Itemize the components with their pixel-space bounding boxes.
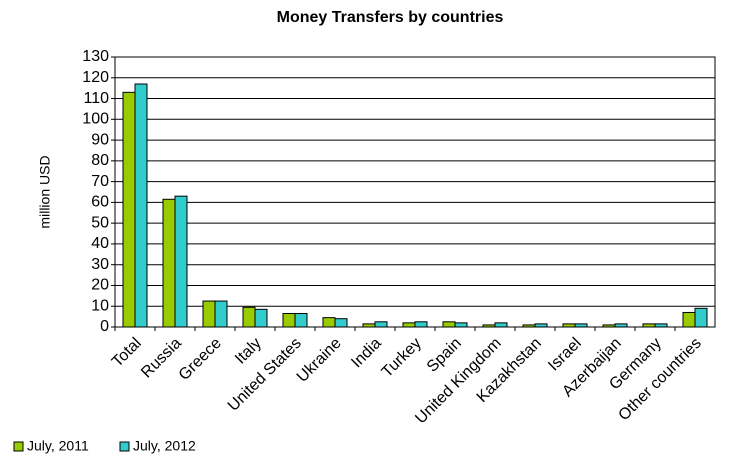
y-tick-label: 110 [83, 90, 109, 107]
y-tick-label: 40 [91, 235, 109, 252]
y-tick-label: 0 [100, 318, 109, 335]
y-tick-label: 50 [91, 214, 109, 231]
x-tick-label: Greece [176, 335, 225, 384]
bar [294, 313, 308, 328]
bar [242, 306, 256, 328]
legend-label: July, 2012 [133, 438, 196, 454]
y-tick-label: 10 [91, 297, 109, 314]
bar [614, 323, 628, 328]
bar [482, 324, 496, 328]
bar [442, 321, 456, 328]
y-tick-label: 30 [91, 256, 109, 273]
bar [602, 324, 616, 328]
bar [402, 322, 416, 328]
y-tick-label: 70 [91, 173, 109, 190]
bar [122, 91, 136, 328]
bar [202, 300, 216, 328]
plot-border [114, 56, 716, 328]
bar [374, 321, 388, 328]
y-tick-label: 90 [91, 131, 109, 148]
bar [642, 323, 656, 328]
y-tick-label: 60 [91, 194, 109, 211]
legend-swatch [13, 441, 24, 452]
x-tick-label: Turkey [379, 335, 425, 381]
bar [562, 323, 576, 328]
x-tick-label: Italy [232, 335, 265, 368]
y-tick-label: 20 [91, 277, 109, 294]
x-tick-label: Total [109, 335, 145, 371]
bar [282, 313, 296, 328]
bar [362, 323, 376, 328]
bar [494, 322, 508, 328]
x-tick-label: Ukraine [294, 335, 345, 386]
bar [694, 307, 708, 328]
legend-swatch [119, 441, 130, 452]
y-tick-label: 120 [82, 69, 109, 86]
bar [254, 308, 268, 328]
legend-label: July, 2011 [27, 438, 89, 454]
y-tick-label: 130 [82, 48, 109, 65]
bar [162, 198, 176, 328]
bar [334, 318, 348, 328]
bar [454, 322, 468, 328]
bar [214, 300, 228, 328]
bar [174, 195, 188, 328]
chart-title: Money Transfers by countries [277, 9, 504, 26]
bar [522, 324, 536, 328]
x-tick-label: India [348, 335, 385, 372]
bar [534, 323, 548, 328]
bar [134, 83, 148, 328]
y-axis-title: million USD [37, 155, 53, 228]
bar [322, 317, 336, 328]
y-tick-label: 100 [82, 111, 109, 128]
x-tick-label: United States [225, 335, 305, 415]
bar [414, 321, 428, 328]
bar [574, 323, 588, 328]
bar [682, 311, 696, 328]
y-tick-label: 80 [91, 152, 109, 169]
bar [654, 323, 668, 328]
